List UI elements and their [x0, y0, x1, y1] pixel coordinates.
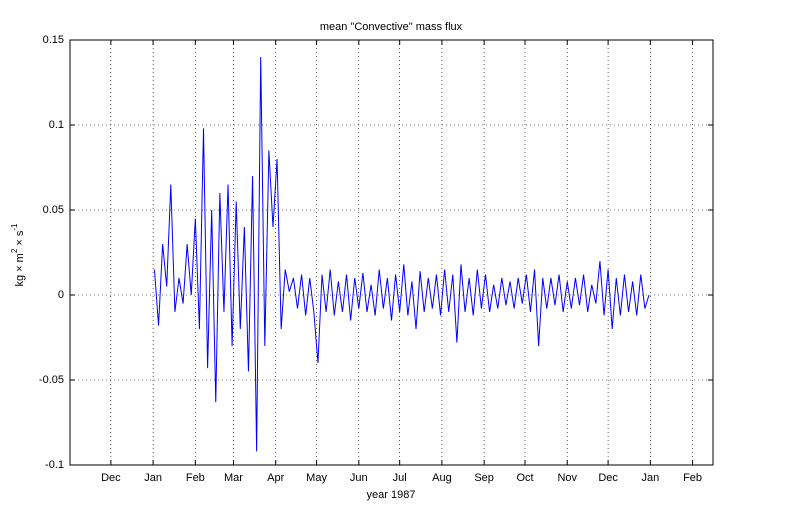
x-tick-label: Jul [393, 472, 407, 484]
x-axis-label: year 1987 [367, 489, 416, 501]
x-tick-label: Jan [641, 472, 659, 484]
x-tick-label: Mar [224, 472, 243, 484]
data-line [153, 56, 650, 452]
y-tick-label: 0 [58, 289, 64, 301]
y-tick-label: -0.1 [45, 459, 64, 471]
chart-title: mean "Convective" mass flux [320, 21, 463, 33]
y-tick-label: 0.05 [43, 204, 64, 216]
x-tick-label: Jun [350, 472, 368, 484]
y-label-sup: -1 [10, 223, 19, 231]
y-label-part: × s [14, 230, 26, 249]
y-axis-label: kg × m2 × s-1 [10, 223, 26, 286]
x-tick-label: May [306, 472, 327, 484]
x-tick-label: Aug [432, 472, 452, 484]
y-tick-label: -0.05 [39, 374, 64, 386]
x-tick-label: Nov [557, 472, 577, 484]
x-tick-label: Apr [267, 472, 284, 484]
x-tick-label: Dec [101, 472, 121, 484]
x-tick-label: Feb [683, 472, 702, 484]
x-tick-label: Oct [516, 472, 533, 484]
y-label-sup: 2 [10, 248, 19, 253]
x-tick-label: Jan [144, 472, 162, 484]
plot-frame [69, 39, 714, 466]
y-label-part: kg × m [14, 253, 26, 286]
y-tick-label: 0.15 [43, 34, 64, 46]
x-tick-label: Feb [186, 472, 205, 484]
y-tick-label: 0.1 [49, 119, 64, 131]
x-tick-label: Dec [598, 472, 618, 484]
x-tick-label: Sep [474, 472, 494, 484]
